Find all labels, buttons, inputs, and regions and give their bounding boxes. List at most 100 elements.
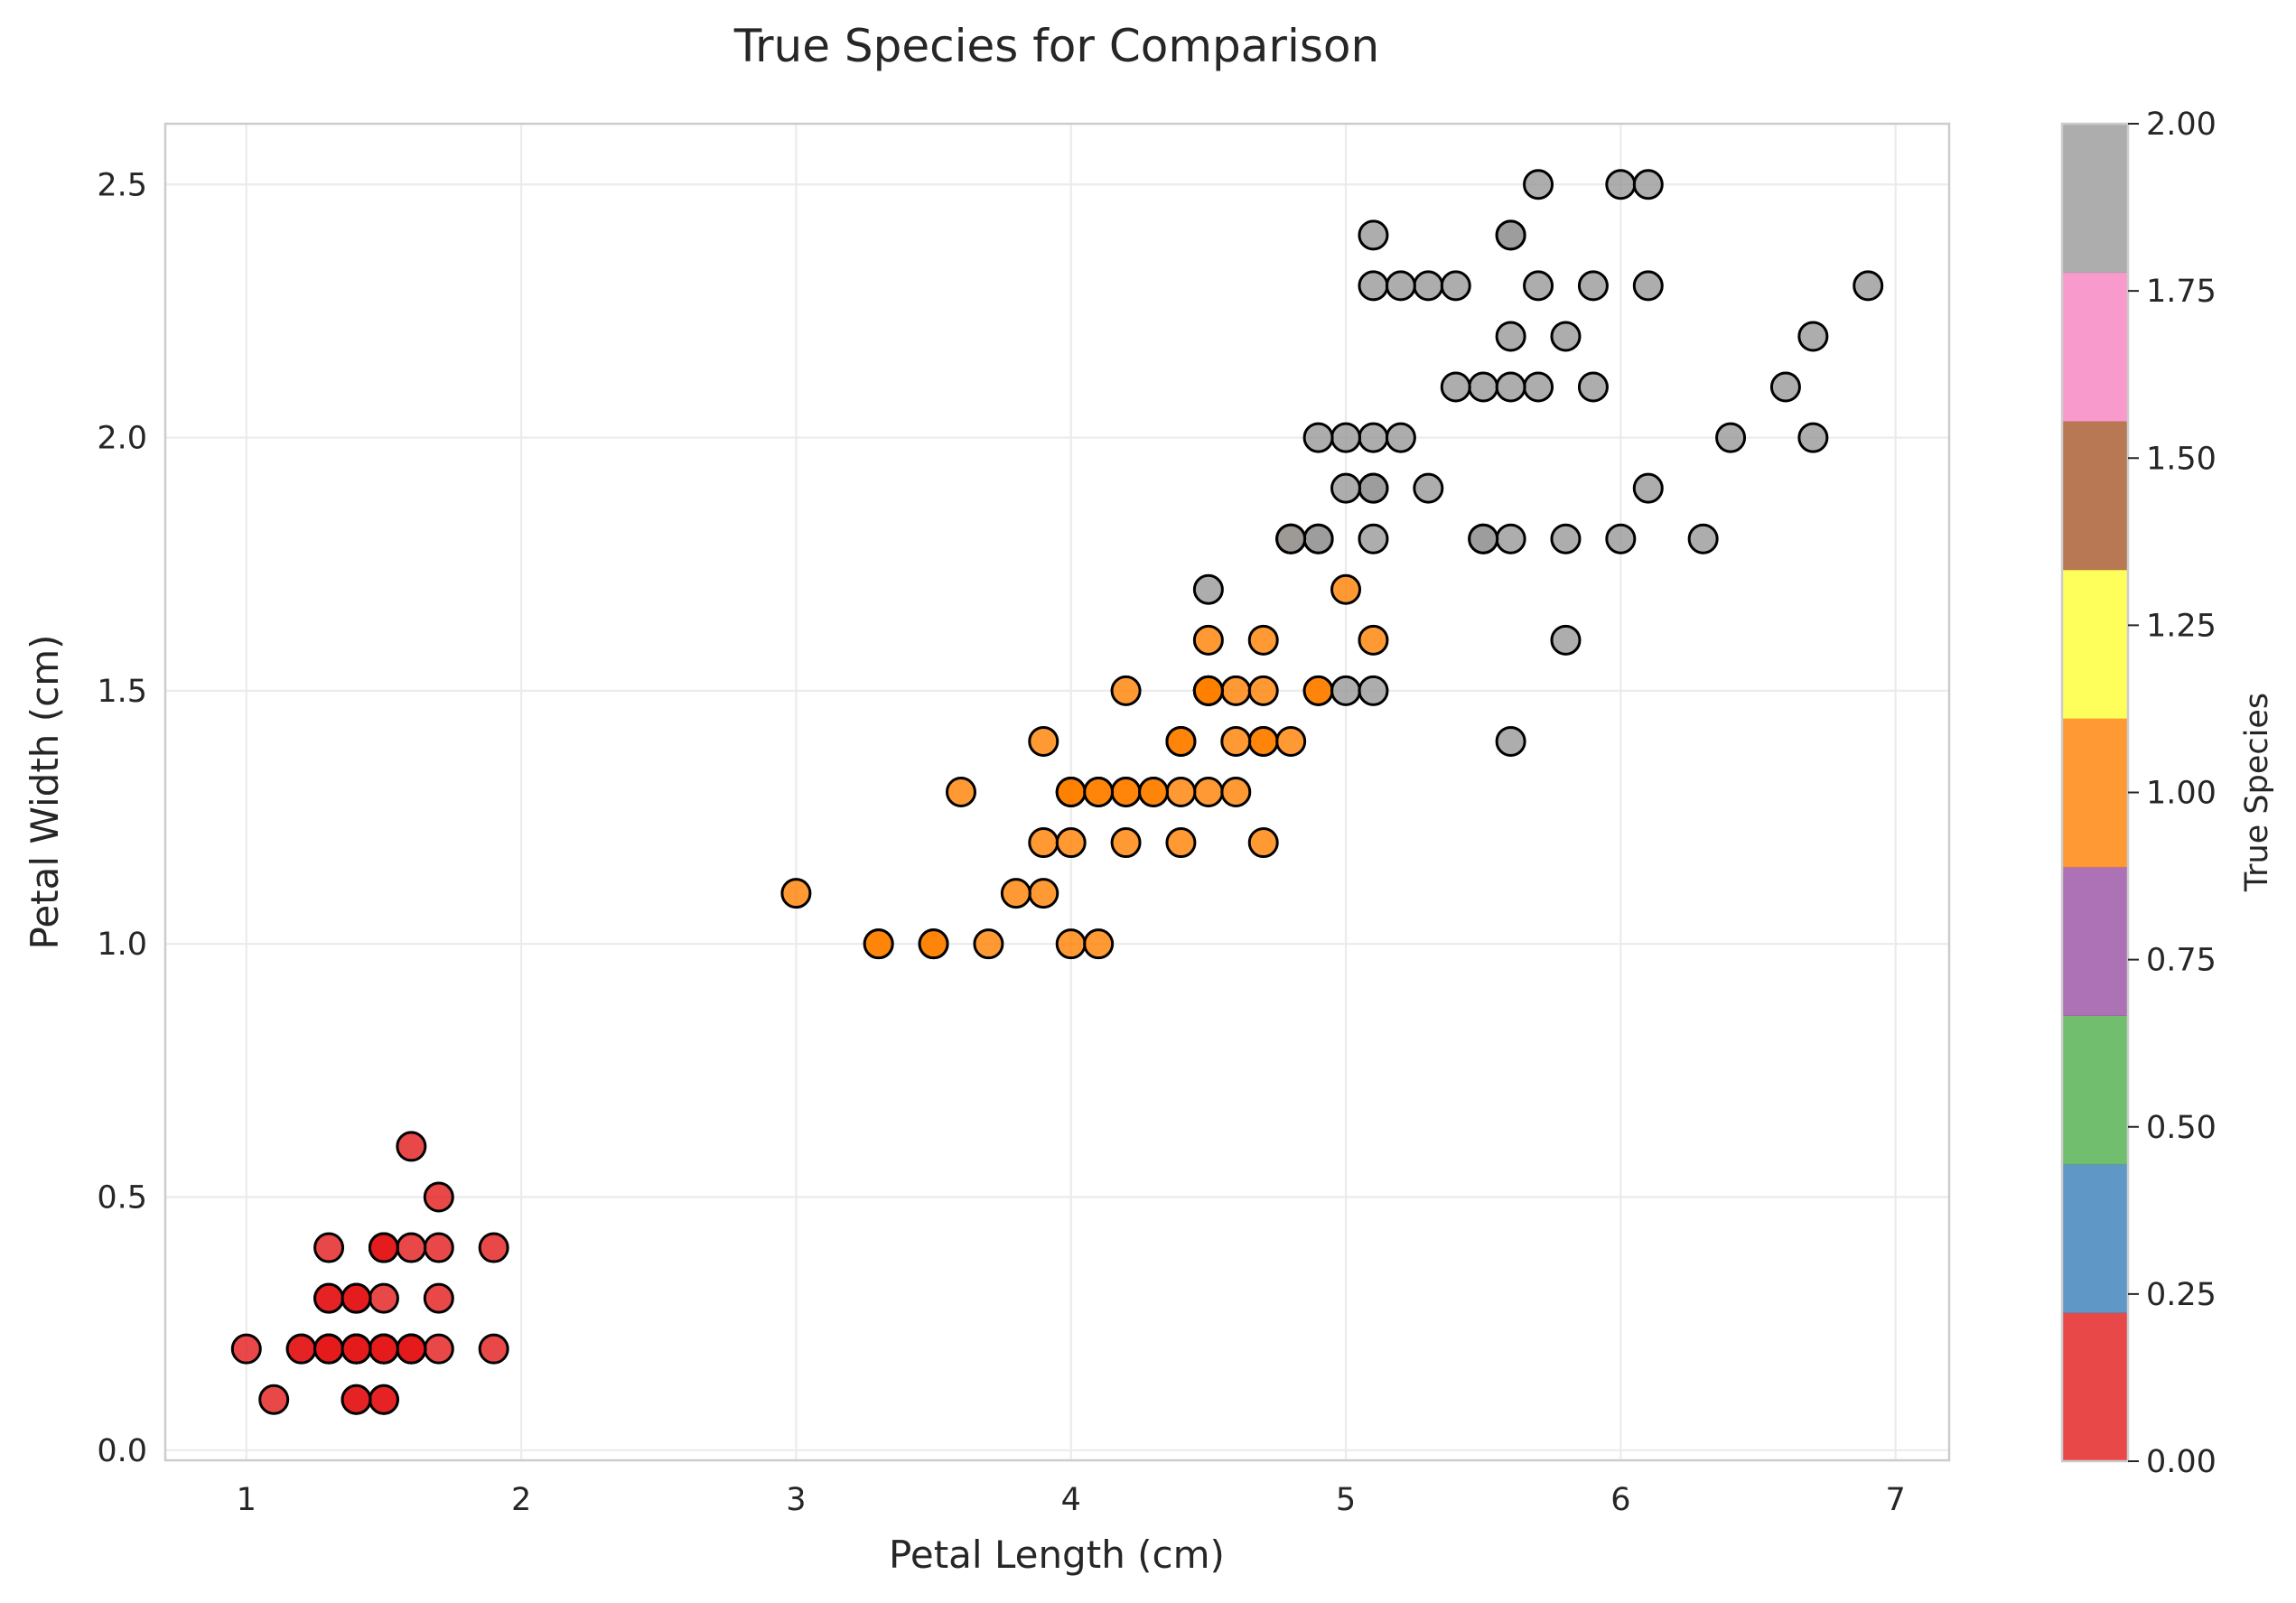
- x-tick-label: 5: [1336, 1482, 1356, 1518]
- data-point-species-2: [1550, 624, 1582, 656]
- colorbar-segment: [2062, 569, 2128, 719]
- colorbar-segment: [2062, 272, 2128, 422]
- data-point-species-2: [1687, 523, 1719, 555]
- data-point-species-1: [1000, 878, 1031, 909]
- data-point-species-2: [1358, 675, 1389, 706]
- colorbar-tick-label: 0.25: [2146, 1277, 2217, 1313]
- data-point-species-1: [1055, 777, 1087, 807]
- data-point-species-1: [1247, 675, 1279, 706]
- data-point-species-1: [1247, 725, 1279, 757]
- colorbar-segment: [2062, 866, 2128, 1016]
- data-point-species-1: [1220, 725, 1252, 757]
- data-point-species-1: [1275, 725, 1307, 757]
- data-point-species-2: [1797, 422, 1829, 453]
- data-point-species-2: [1330, 675, 1362, 706]
- chart-title: True Species for Comparison: [733, 20, 1379, 72]
- colorbar-tick-label: 1.00: [2146, 776, 2217, 812]
- data-point-species-1: [1028, 878, 1059, 909]
- colorbar-tick-label: 2.00: [2146, 107, 2217, 143]
- data-point-species-2: [1523, 169, 1554, 200]
- colorbar-ticks: 0.00 0.25 0.50 0.75 1.00 1.25 1.50 1.75 2.00: [2128, 107, 2217, 1480]
- data-point-species-2: [1358, 270, 1389, 302]
- data-point-species-1: [1055, 827, 1087, 859]
- data-point-species-1: [1138, 777, 1170, 807]
- data-point-species-2: [1550, 321, 1582, 352]
- data-point-species-1: [1083, 777, 1115, 807]
- colorbar: 0.00 0.25 0.50 0.75 1.00 1.25 1.50 1.75 2.00 Tru…: [2060, 107, 2275, 1480]
- data-point-species-1: [1192, 675, 1224, 706]
- data-point-species-2: [1632, 472, 1664, 504]
- colorbar-tick-label: 1.75: [2146, 274, 2217, 310]
- x-axis-label: Petal Length (cm): [889, 1533, 1225, 1577]
- data-point-species-0: [368, 1232, 399, 1263]
- data-point-species-2: [1495, 725, 1526, 757]
- data-point-species-2: [1797, 321, 1829, 352]
- data-point-species-1: [1055, 928, 1087, 960]
- data-point-species-0: [258, 1384, 290, 1415]
- data-point-species-1: [918, 928, 949, 960]
- data-point-species-0: [313, 1282, 345, 1314]
- data-point-species-2: [1468, 371, 1499, 403]
- data-point-species-0: [396, 1131, 427, 1162]
- data-point-species-0: [313, 1232, 345, 1263]
- x-tick-label: 7: [1886, 1482, 1906, 1518]
- data-point-species-0: [230, 1333, 262, 1365]
- data-point-species-1: [1192, 777, 1224, 807]
- data-point-species-2: [1385, 422, 1416, 453]
- data-point-species-2: [1413, 472, 1444, 504]
- data-point-species-0: [423, 1282, 454, 1314]
- data-point-species-2: [1495, 219, 1526, 251]
- data-point-species-2: [1495, 371, 1526, 403]
- y-tick-label: 2.5: [97, 167, 147, 203]
- data-point-species-1: [1165, 777, 1197, 807]
- data-point-species-2: [1495, 523, 1526, 555]
- x-axis-ticks: 1 2 3 4 5 6 7: [237, 1482, 1906, 1518]
- data-point-species-1: [1083, 928, 1115, 960]
- colorbar-segment: [2062, 1015, 2128, 1165]
- x-tick-label: 2: [511, 1482, 531, 1518]
- data-point-species-2: [1385, 270, 1416, 302]
- colorbar-label: True Species: [2239, 693, 2275, 892]
- data-point-species-0: [423, 1232, 454, 1263]
- data-point-species-2: [1853, 270, 1884, 302]
- data-point-species-2: [1523, 270, 1554, 302]
- scatter-points: [230, 169, 1884, 1415]
- data-point-species-2: [1302, 523, 1334, 555]
- colorbar-tick-label: 1.50: [2146, 441, 2217, 477]
- data-point-species-0: [368, 1282, 399, 1314]
- data-point-species-2: [1632, 270, 1664, 302]
- data-point-species-1: [1220, 675, 1252, 706]
- data-point-species-1: [780, 878, 812, 909]
- colorbar-segment: [2062, 1312, 2128, 1462]
- data-point-species-0: [313, 1333, 345, 1365]
- data-point-species-2: [1605, 169, 1637, 200]
- y-tick-label: 0.5: [97, 1179, 147, 1216]
- y-tick-label: 0.0: [97, 1433, 147, 1469]
- data-point-species-1: [1358, 624, 1389, 656]
- colorbar-segment: [2062, 718, 2128, 868]
- y-tick-label: 1.0: [97, 927, 147, 963]
- data-point-species-1: [1165, 827, 1197, 859]
- data-point-species-0: [396, 1232, 427, 1263]
- y-axis-ticks: 0.0 0.5 1.0 1.5 2.0 2.5: [97, 167, 147, 1469]
- data-point-species-2: [1715, 422, 1747, 453]
- data-point-species-1: [1110, 827, 1142, 859]
- data-point-species-2: [1440, 371, 1471, 403]
- y-axis-label: Petal Width (cm): [23, 634, 67, 949]
- data-point-species-0: [478, 1333, 509, 1365]
- data-point-species-0: [341, 1333, 372, 1365]
- data-point-species-2: [1330, 422, 1362, 453]
- data-point-species-2: [1632, 169, 1664, 200]
- data-point-species-2: [1275, 523, 1307, 555]
- colorbar-tick-label: 0.00: [2146, 1444, 2217, 1480]
- data-point-species-1: [1220, 777, 1252, 807]
- x-tick-label: 3: [786, 1482, 806, 1518]
- colorbar-segment: [2062, 124, 2128, 274]
- data-point-species-2: [1550, 523, 1582, 555]
- data-point-species-1: [1330, 573, 1362, 605]
- data-point-species-0: [423, 1181, 454, 1213]
- data-point-species-2: [1358, 472, 1389, 504]
- data-point-species-2: [1495, 321, 1526, 352]
- data-point-species-0: [423, 1333, 454, 1365]
